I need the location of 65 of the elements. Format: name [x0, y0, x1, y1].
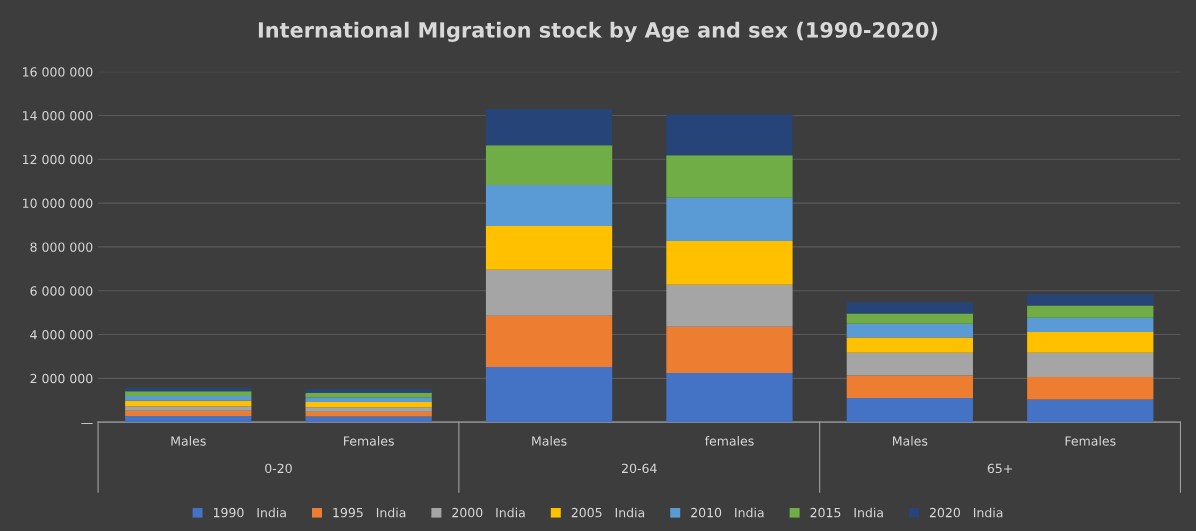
legend-label: 1990 India	[213, 507, 286, 518]
bar	[305, 397, 432, 402]
y-tick-label: 6 000 000	[30, 286, 93, 296]
bar	[125, 391, 252, 397]
y-tick-label: 4 000 000	[30, 330, 93, 340]
bar	[1027, 332, 1154, 353]
bar	[305, 392, 432, 398]
legend-label: 2000 India	[452, 507, 525, 518]
bar	[1027, 317, 1154, 333]
bar	[846, 398, 973, 423]
bar	[846, 337, 973, 353]
y-tick-label: 12 000 000	[23, 154, 93, 165]
bar	[125, 410, 252, 417]
bar	[485, 184, 613, 227]
y-tick-label: 2 000 000	[30, 373, 93, 384]
bar	[846, 375, 973, 399]
bar	[1027, 377, 1154, 400]
bar	[305, 407, 432, 412]
chart-title: International MIgration stock by Age and sex (1990-2020)	[258, 21, 938, 43]
legend-label: 2015 India	[810, 507, 883, 518]
bar	[846, 302, 973, 314]
y-tick-label: 16 000 000	[23, 67, 93, 77]
bar	[1027, 305, 1154, 318]
bar	[305, 389, 432, 393]
bar	[305, 401, 432, 408]
bar	[666, 241, 793, 285]
bar	[666, 155, 793, 198]
text: 65+	[987, 463, 1012, 474]
y-tick-label: 8 000 000	[30, 242, 93, 252]
x-tick-label: females	[704, 436, 754, 446]
legend-label: 2005 India	[571, 507, 645, 518]
text: 0-20	[265, 463, 292, 474]
bar	[666, 284, 793, 327]
bar	[666, 114, 793, 156]
bar	[1027, 352, 1154, 378]
x-tick-label: Males	[532, 436, 567, 446]
y-tick-label: 14 000 000	[23, 110, 93, 121]
x-tick-label: Females	[1065, 436, 1116, 446]
bar	[485, 226, 613, 270]
text: 20-64	[622, 463, 657, 474]
bar	[666, 197, 793, 241]
bar	[666, 373, 793, 423]
x-tick-label: Males	[893, 436, 928, 446]
legend-label: 2020 India	[929, 507, 1003, 518]
bar	[305, 416, 432, 423]
bar	[485, 269, 613, 316]
bar	[1027, 399, 1154, 423]
bar	[125, 416, 252, 423]
bar	[485, 145, 613, 185]
bar	[485, 366, 613, 423]
bar	[125, 406, 252, 411]
bar	[846, 313, 973, 324]
legend-label: 2010 India	[691, 507, 764, 518]
bar	[666, 326, 793, 374]
y-tick-label: —	[81, 423, 93, 424]
legend-label: 1995 India	[333, 507, 406, 518]
bar	[485, 109, 613, 146]
bar	[846, 352, 973, 376]
x-tick-label: Males	[171, 436, 206, 446]
bar	[125, 396, 252, 401]
x-tick-label: Females	[344, 436, 394, 446]
bar	[485, 315, 613, 367]
y-tick-label: 10 000 000	[23, 198, 93, 209]
bar	[846, 323, 973, 338]
bar	[1027, 294, 1154, 306]
